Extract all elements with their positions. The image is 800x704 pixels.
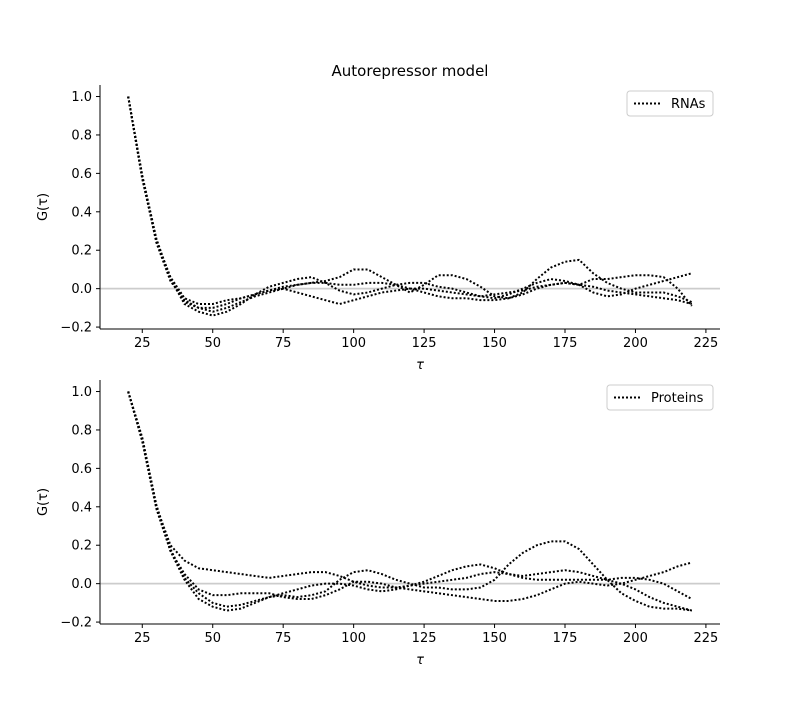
proteins-y-axis-label: G(τ): [36, 488, 51, 516]
proteins-panel: 25 50 75 100 125 150 175 200 225 −0.2 0.0 0.2 0.4 0.6…: [36, 380, 720, 668]
rnas-y-axis-label: G(τ): [36, 193, 51, 221]
proteins-series-line-2: [127, 391, 693, 602]
proteins-series-line-1: [127, 391, 693, 612]
proteins-x-tick-label: 25: [134, 631, 151, 646]
figure-title: Autorepressor model: [332, 62, 489, 80]
rnas-x-tick-label: 200: [623, 336, 648, 351]
rnas-y-tick-label: 0.0: [71, 282, 92, 297]
rnas-legend-box: [626, 90, 714, 117]
proteins-y-tick-label: −0.2: [60, 616, 92, 631]
rnas-y-tick-label: 1.0: [71, 90, 92, 105]
rnas-series-line-1: [127, 96, 693, 317]
rnas-x-tick-label: 25: [134, 336, 151, 351]
proteins-x-tick-label: 50: [204, 631, 221, 646]
rnas-x-tick-label: 50: [204, 336, 221, 351]
proteins-x-tick-label: 100: [341, 631, 366, 646]
rnas-legend: RNAs: [626, 90, 714, 117]
proteins-x-tick-label: 175: [553, 631, 578, 646]
proteins-y-tick-label: 0.0: [71, 577, 92, 592]
proteins-legend: Proteins: [606, 384, 714, 411]
rnas-panel: 25 50 75 100 125 150 175 200 225 −0.2 0.0 0.2 0.4 0.6…: [36, 85, 720, 373]
rnas-y-tick-label: 0.8: [71, 128, 92, 143]
proteins-x-tick-label: 200: [623, 631, 648, 646]
rnas-series-line-2: [127, 96, 693, 313]
proteins-y-tick-label: 0.4: [71, 500, 92, 515]
rnas-x-tick-label: 100: [341, 336, 366, 351]
proteins-y-tick-label: 0.6: [71, 462, 92, 477]
proteins-x-tick-label: 75: [275, 631, 292, 646]
rnas-series-line-4: [127, 96, 693, 309]
rnas-x-tick-label: 150: [482, 336, 507, 351]
proteins-series-line-4: [127, 391, 693, 608]
rnas-x-tick-label: 225: [693, 336, 718, 351]
proteins-x-axis-label: τ: [416, 653, 424, 668]
rnas-x-tick-label: 175: [553, 336, 578, 351]
rnas-y-tick-label: 0.4: [71, 205, 92, 220]
proteins-y-tick-label: 1.0: [71, 385, 92, 400]
proteins-y-tick-label: 0.2: [71, 539, 92, 554]
rnas-y-tick-label: −0.2: [60, 321, 92, 336]
rnas-y-tick-label: 0.6: [71, 167, 92, 182]
proteins-x-tick-label: 125: [412, 631, 437, 646]
rnas-x-axis-label: τ: [416, 358, 424, 373]
proteins-x-tick-label: 150: [482, 631, 507, 646]
proteins-y-tick-label: 0.8: [71, 423, 92, 438]
rnas-x-tick-label: 125: [412, 336, 437, 351]
rnas-x-tick-label: 75: [275, 336, 292, 351]
proteins-legend-box: [606, 384, 714, 411]
proteins-legend-label: Proteins: [651, 391, 704, 406]
proteins-series-line-3: [127, 391, 692, 612]
proteins-x-tick-label: 225: [693, 631, 718, 646]
rnas-series-line-3: [127, 96, 693, 307]
rnas-legend-label: RNAs: [671, 97, 706, 112]
rnas-y-tick-label: 0.2: [71, 244, 92, 259]
